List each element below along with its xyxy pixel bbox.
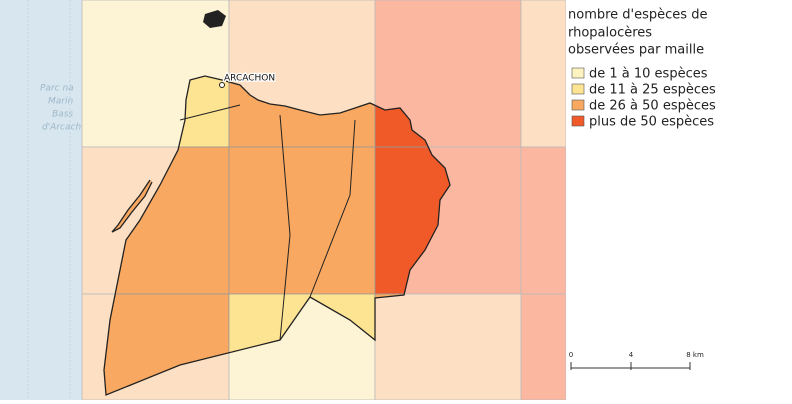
- legend-title: observées par maille: [568, 43, 704, 58]
- sea: [0, 0, 82, 400]
- legend-swatch: [571, 99, 585, 111]
- scale-label: 4: [629, 351, 634, 359]
- legend-label: plus de 50 espèces: [589, 115, 714, 130]
- bg-label: Marin: [48, 97, 73, 107]
- legend-label: de 26 à 50 espèces: [589, 99, 716, 114]
- place-label: ARCACHON: [224, 74, 275, 84]
- scale-bar: [570, 362, 691, 370]
- legend-swatch: [571, 83, 585, 95]
- boundaries: [103, 75, 451, 396]
- legend-swatch: [571, 115, 585, 127]
- bg-label: Parc na: [40, 84, 74, 94]
- bg-label: Bass: [52, 110, 73, 120]
- island: [203, 10, 226, 28]
- bg-label: d'Arcach: [42, 123, 81, 133]
- legend-swatch: [571, 67, 585, 79]
- place-marker: [219, 82, 225, 88]
- legend-title: nombre d'espèces de: [568, 8, 707, 23]
- legend-panel: [566, 0, 792, 400]
- legend-label: de 11 à 25 espèces: [589, 83, 716, 98]
- scale-label: 0: [569, 351, 573, 359]
- legend-label: de 1 à 10 espèces: [589, 67, 708, 82]
- legend-title: rhopalocères: [568, 26, 652, 41]
- scale-label: 8 km: [686, 351, 704, 359]
